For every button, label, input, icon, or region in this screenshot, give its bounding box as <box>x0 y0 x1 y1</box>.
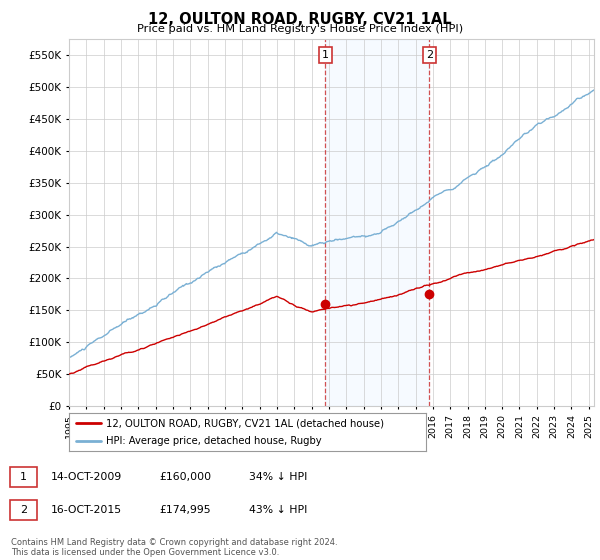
Text: 2: 2 <box>425 50 433 60</box>
Text: 1: 1 <box>20 472 27 482</box>
Text: 2: 2 <box>20 505 27 515</box>
Text: £160,000: £160,000 <box>159 472 211 482</box>
Text: 1: 1 <box>322 50 329 60</box>
Text: £174,995: £174,995 <box>159 505 211 515</box>
Text: 16-OCT-2015: 16-OCT-2015 <box>51 505 122 515</box>
Text: 12, OULTON ROAD, RUGBY, CV21 1AL: 12, OULTON ROAD, RUGBY, CV21 1AL <box>148 12 452 27</box>
Text: 14-OCT-2009: 14-OCT-2009 <box>51 472 122 482</box>
Text: 12, OULTON ROAD, RUGBY, CV21 1AL (detached house): 12, OULTON ROAD, RUGBY, CV21 1AL (detach… <box>106 418 385 428</box>
Text: 43% ↓ HPI: 43% ↓ HPI <box>249 505 307 515</box>
Text: HPI: Average price, detached house, Rugby: HPI: Average price, detached house, Rugb… <box>106 436 322 446</box>
Text: Price paid vs. HM Land Registry's House Price Index (HPI): Price paid vs. HM Land Registry's House … <box>137 24 463 34</box>
Text: Contains HM Land Registry data © Crown copyright and database right 2024.
This d: Contains HM Land Registry data © Crown c… <box>11 538 337 557</box>
Text: 34% ↓ HPI: 34% ↓ HPI <box>249 472 307 482</box>
Bar <box>325 39 429 406</box>
